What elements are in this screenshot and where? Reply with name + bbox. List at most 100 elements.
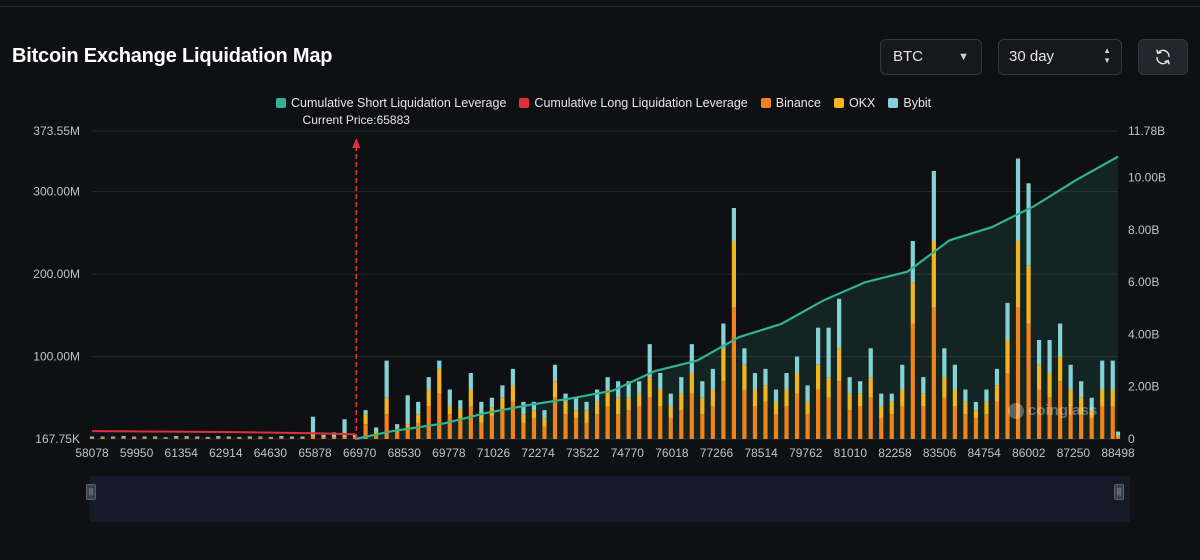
x-tick-label: 74770: [611, 446, 645, 460]
bar-segment-okx: [963, 401, 968, 415]
bar-segment-bybit: [1015, 158, 1021, 242]
caret-down-icon: ▼: [958, 51, 969, 63]
bar-segment-bybit: [963, 389, 968, 402]
bar-segment-bybit: [1100, 360, 1105, 390]
bar-segment-bybit: [237, 436, 242, 438]
bar-segment-bybit: [910, 241, 915, 283]
bar-segment-bybit: [742, 348, 747, 365]
bar-segment-okx: [584, 410, 589, 423]
legend-item-bybit[interactable]: Bybit: [888, 96, 931, 110]
bar-segment-bybit: [952, 364, 957, 390]
bar-segment-okx: [752, 389, 758, 407]
bar-segment-binance: [952, 406, 957, 439]
bar-segment-binance: [458, 418, 463, 439]
x-tick-label: 58078: [75, 446, 109, 460]
bar-segment-bybit: [258, 436, 263, 438]
bar-segment-binance: [279, 438, 284, 439]
legend-item-okx[interactable]: OKX: [833, 96, 876, 110]
bar-segment-binance: [773, 414, 779, 439]
bar-segment-okx: [321, 436, 326, 438]
x-tick-label: 65878: [298, 446, 332, 460]
bar-segment-binance: [605, 406, 610, 439]
legend-item-short[interactable]: Cumulative Short Liquidation Leverage: [276, 96, 506, 110]
bar-segment-bybit: [847, 377, 852, 394]
bar-segment-binance: [994, 401, 1000, 439]
bar-segment-bybit: [858, 381, 863, 394]
legend-label: OKX: [848, 96, 876, 110]
zoom-slider-track[interactable]: [90, 476, 1130, 522]
bar-segment-bybit: [700, 381, 705, 398]
x-tick-label: 79762: [789, 446, 823, 460]
x-tick-label: 81010: [834, 446, 868, 460]
bar-segment-binance: [900, 406, 905, 439]
y-right-tick-label: 6.00B: [1128, 275, 1159, 289]
bar-segment-bybit: [268, 436, 273, 438]
bar-segment-okx: [521, 414, 526, 423]
y-right-tick-label: 11.78B: [1128, 124, 1165, 138]
bar-segment-okx: [826, 377, 831, 398]
coin-select[interactable]: BTC ▼: [880, 39, 982, 75]
bar-segment-bybit: [468, 373, 473, 390]
bar-segment-bybit: [184, 436, 189, 437]
bar-segment-bybit: [595, 389, 600, 402]
bar-segment-binance: [847, 410, 852, 439]
bar-segment-binance: [510, 401, 516, 439]
bar-segment-binance: [89, 438, 95, 439]
zoom-handle-left[interactable]: ||: [86, 484, 96, 500]
liquidation-chart: 167.75K 100.00M 200.00M 300.00M 373.55M 0 2.00…: [33, 113, 1166, 460]
current-price-label: Current Price:65883: [303, 113, 411, 127]
bar-segment-binance: [110, 438, 116, 439]
legend-item-binance[interactable]: Binance: [760, 96, 821, 110]
bar-segment-binance: [752, 406, 758, 439]
y-right-tick-label: 10.00B: [1128, 171, 1166, 185]
bar-segment-okx: [437, 368, 442, 394]
bar-segment-binance: [405, 429, 410, 439]
range-select[interactable]: 30 day ▲ ▼: [998, 39, 1122, 75]
bar-segment-bybit: [710, 368, 715, 390]
bar-segment-binance: [268, 438, 273, 439]
bar-segment-bybit: [605, 377, 610, 390]
bar-segment-bybit: [100, 436, 105, 438]
bar-segment-bybit: [216, 436, 221, 438]
bar-segment-bybit: [437, 360, 442, 369]
x-tick-label: 86002: [1012, 446, 1046, 460]
bar-segment-bybit: [868, 348, 873, 378]
legend-swatch-long: [519, 98, 530, 108]
bar-segment-binance: [1036, 389, 1042, 439]
bar-segment-okx: [994, 385, 1000, 402]
bar-segment-binance: [131, 437, 137, 439]
bar-segment-binance: [1110, 406, 1115, 439]
zoom-handle-right[interactable]: ||: [1114, 484, 1124, 500]
x-tick-label: 77266: [700, 446, 734, 460]
bar-segment-bybit: [942, 348, 947, 378]
bar-segment-bybit: [310, 416, 316, 435]
bar-segment-bybit: [1005, 302, 1010, 341]
bar-segment-bybit: [879, 393, 884, 407]
bar-segment-bybit: [542, 410, 547, 419]
legend-item-long[interactable]: Cumulative Long Liquidation Leverage: [519, 96, 748, 110]
x-tick-label: 73522: [566, 446, 600, 460]
bar-segment-bybit: [510, 368, 516, 386]
x-tick-label: 87250: [1057, 446, 1091, 460]
bar-segment-binance: [258, 437, 263, 439]
bar-segment-okx: [458, 408, 463, 419]
refresh-button[interactable]: [1138, 39, 1188, 75]
bar-segment-okx: [1068, 389, 1073, 407]
bar-segment-bybit: [931, 170, 936, 242]
bar-segment-okx: [794, 373, 800, 394]
x-tick-label: 59950: [120, 446, 154, 460]
bar-segment-okx: [542, 418, 547, 427]
bar-segment-bybit: [384, 360, 389, 398]
bar-segment-okx: [1079, 397, 1084, 415]
bar-segment-okx: [616, 397, 621, 415]
bar-segment-bybit: [416, 401, 421, 415]
bar-segment-okx: [921, 393, 926, 407]
bar-segment-okx: [773, 401, 779, 415]
bar-segment-binance: [237, 438, 242, 439]
bar-segment-binance: [363, 424, 368, 439]
y-right-tick-label: 0: [1128, 432, 1135, 446]
bar-segment-binance: [1015, 307, 1021, 439]
bar-segment-binance: [226, 438, 231, 439]
bar-segment-bybit: [131, 436, 137, 438]
bar-segment-bybit: [1026, 183, 1031, 266]
